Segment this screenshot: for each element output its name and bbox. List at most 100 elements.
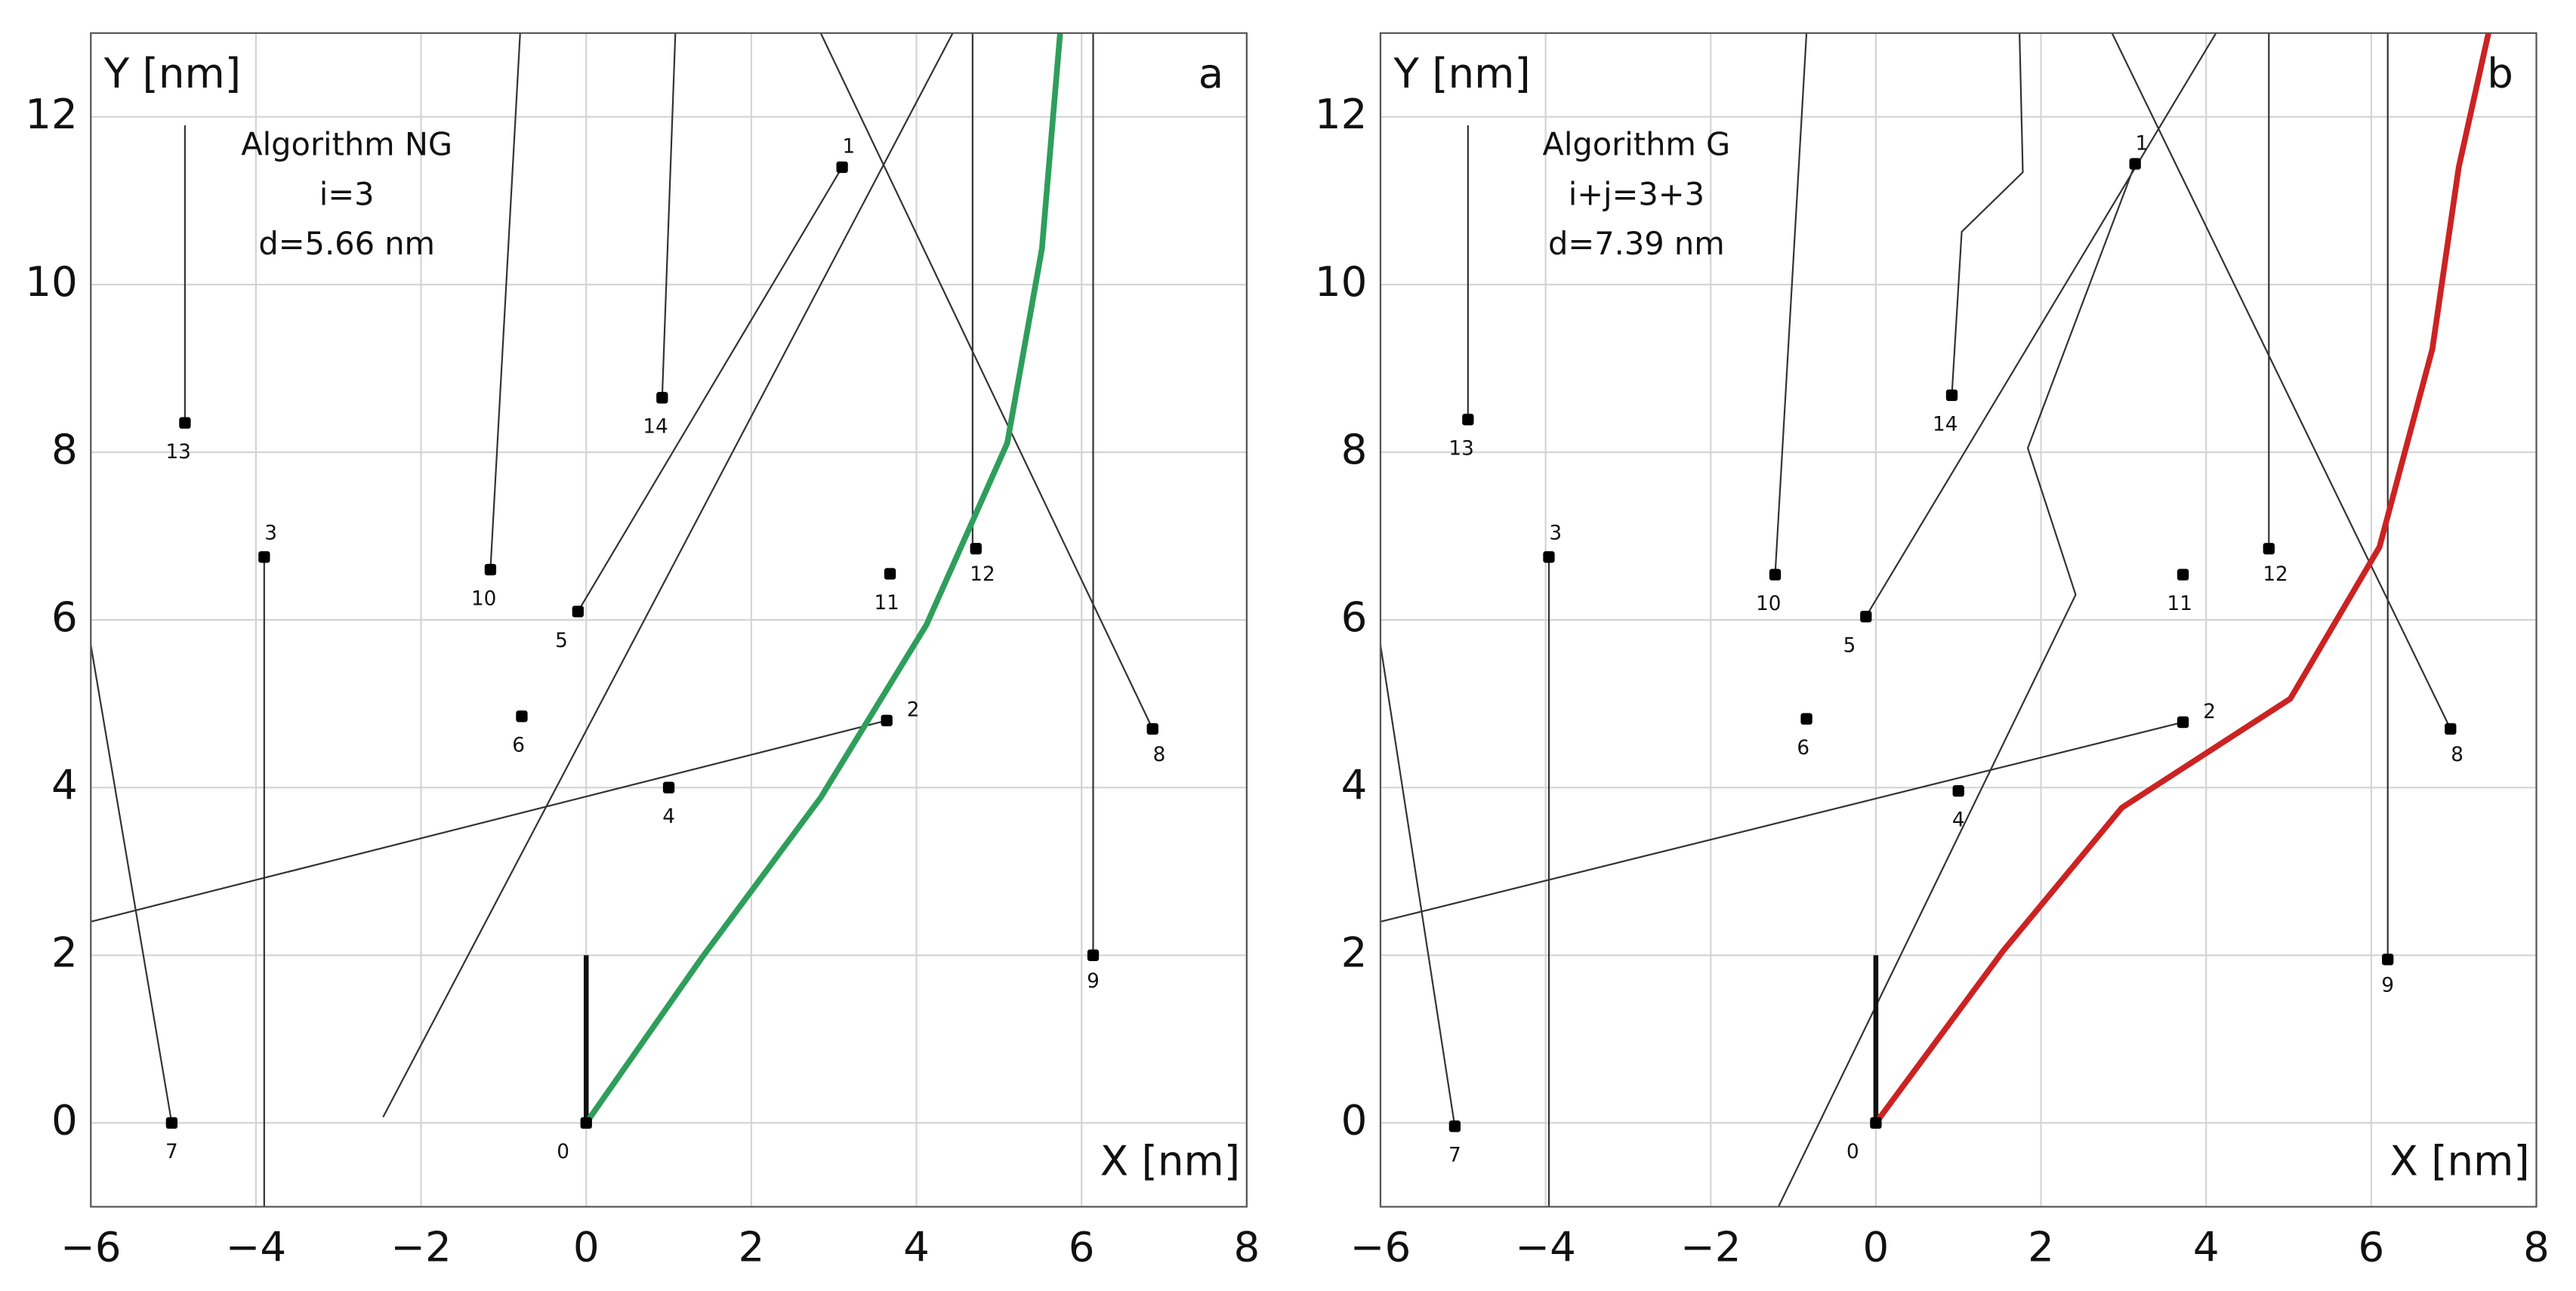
y-axis-label: Y [nm] [103,49,241,97]
x-tick-label: −6 [60,1222,122,1271]
point [580,1117,592,1129]
annotation: i=3 [319,175,375,212]
point-label: 5 [1843,635,1856,658]
trajectory-line [1951,32,2024,396]
annotation: d=7.39 nm [1548,225,1725,262]
point-label: 10 [1756,593,1781,615]
point [881,714,893,727]
point-label: 6 [1797,737,1809,760]
x-tick-label: −2 [390,1222,452,1271]
y-tick-label: 2 [1341,928,1368,976]
y-tick-label: 8 [51,425,78,473]
point [1087,949,1100,961]
panel-letter: b [2487,49,2513,97]
y-tick-label: 0 [1341,1096,1368,1145]
trajectory-line [1777,163,2136,1207]
annotation: i+j=3+3 [1569,175,1704,212]
point-label: 13 [165,441,190,464]
point [1800,713,1812,725]
x-axis-label: X [nm] [1100,1137,1240,1185]
trajectory-line [91,719,887,923]
trajectory-line [2111,32,2451,729]
point-label: 6 [512,735,525,757]
point [836,161,848,174]
point-label: 4 [662,806,675,828]
y-tick-label: 12 [1315,90,1368,138]
point [1769,568,1782,581]
point [516,710,528,723]
y-tick-label: 2 [51,928,78,976]
point-label: 10 [471,587,496,610]
point-label: 2 [907,699,920,722]
point-label: 5 [555,630,568,652]
point-label: 13 [1448,438,1473,461]
point [2445,723,2457,735]
x-tick-label: −4 [1515,1222,1576,1271]
point-label: 7 [165,1141,178,1163]
point-label: 8 [2451,744,2463,766]
trajectory-line [819,32,1154,729]
point [1146,723,1158,735]
point [1870,1117,1882,1129]
y-tick-label: 4 [1341,760,1368,809]
x-axis-label: X [nm] [2389,1137,2529,1185]
x-tick-label: 4 [2193,1222,2220,1271]
point-label: 0 [557,1141,569,1163]
optimal-path [1873,32,2491,1125]
point [884,568,896,580]
trajectory-line [1774,32,1808,575]
x-tick-label: −2 [1680,1222,1741,1271]
point [2382,954,2394,966]
point [2176,716,2189,729]
y-tick-label: 10 [25,257,78,306]
x-tick-label: −6 [1350,1222,1411,1271]
point-label: 4 [1952,809,1965,831]
point-label: 7 [1448,1145,1461,1167]
plot-area [1380,32,2491,1207]
y-axis-label: Y [nm] [1393,49,1530,97]
point-label: 9 [1087,970,1100,993]
y-tick-label: 4 [51,760,78,809]
point [970,543,982,555]
optimal-path [584,32,1063,1125]
point [2176,568,2189,581]
point [2129,158,2141,170]
trajectory-line [1380,645,1456,1126]
point-label: 11 [874,592,899,615]
trajectory-line [489,32,521,570]
plot-frame [1379,32,2537,1208]
point [1448,1120,1461,1132]
panel-letter: a [1199,49,1224,97]
point-label: 11 [2167,593,2192,615]
point-label: 0 [1846,1141,1859,1163]
point-label: 14 [643,416,668,439]
point [1543,551,1555,563]
point-label: 1 [843,136,856,159]
plot-frame [90,32,1248,1208]
y-tick-label: 0 [51,1096,78,1145]
point-label: 12 [2263,563,2288,586]
point-label: 1 [2136,132,2149,155]
point [165,1117,178,1129]
trajectory-line [382,32,954,1118]
x-tick-label: 8 [2523,1222,2550,1271]
point [572,605,584,618]
y-tick-label: 8 [1341,425,1368,473]
x-tick-label: 2 [738,1222,764,1271]
y-tick-label: 12 [25,90,78,138]
point [258,551,270,563]
point [1462,414,1474,426]
x-tick-label: 6 [1069,1222,1095,1271]
annotation: Algorithm NG [241,126,452,163]
point-label: 12 [970,563,995,586]
y-tick-label: 6 [1341,593,1368,641]
point [1952,784,1964,797]
point [2263,543,2275,555]
x-tick-label: 8 [1233,1222,1260,1271]
point-label: 9 [2381,974,2394,997]
x-tick-label: 0 [1863,1222,1890,1271]
